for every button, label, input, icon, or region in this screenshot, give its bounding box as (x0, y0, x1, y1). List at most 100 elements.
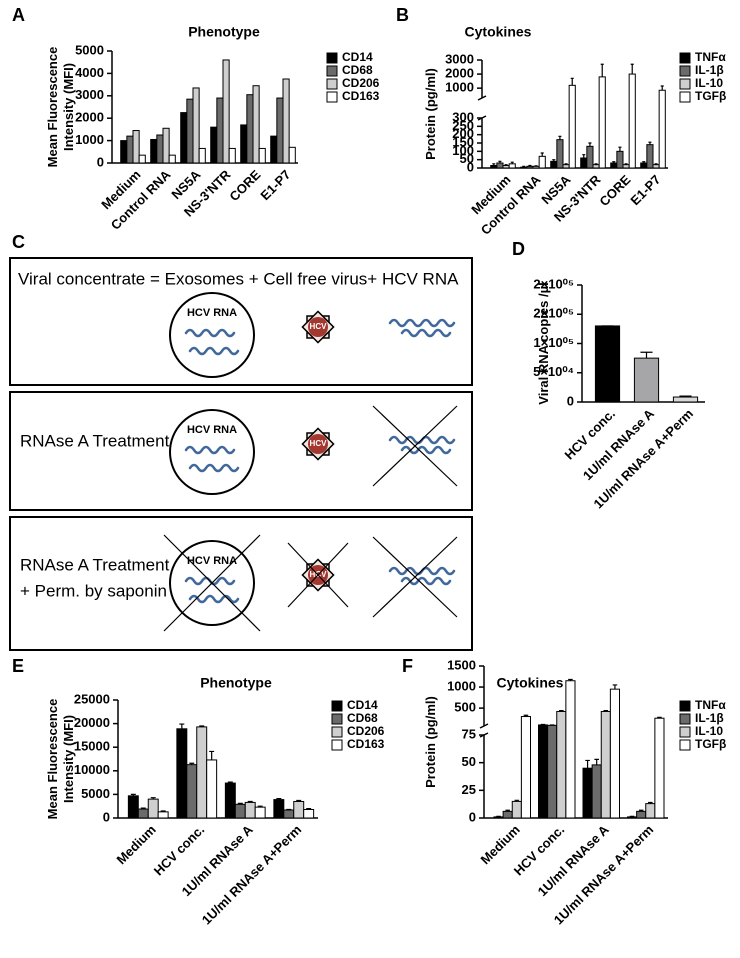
y-tick-label: 500 (454, 700, 476, 715)
y-tick-label: 150 (452, 134, 474, 149)
bar (592, 164, 600, 169)
cross-line (287, 542, 349, 608)
y-tick-label: 2000 (75, 110, 104, 125)
x-tick-label: E1-P7 (627, 172, 663, 208)
cross-line (372, 536, 458, 618)
error-bar (618, 146, 622, 152)
error-bar (564, 163, 568, 165)
error-bar (199, 725, 205, 727)
y-tick-label: 1500 (447, 657, 476, 672)
virus-label: HCV (310, 439, 328, 448)
y-tick-label: 15000 (74, 739, 110, 754)
chart-title: Phenotype (188, 24, 260, 40)
error-bar (276, 798, 282, 800)
bar (646, 144, 654, 169)
bar (610, 162, 618, 169)
bar (580, 157, 588, 169)
bar (600, 710, 611, 819)
error-bar (585, 759, 590, 769)
legend-swatch (679, 713, 691, 725)
bar (240, 124, 248, 164)
bar (652, 164, 660, 169)
y-tick-label: 50 (460, 151, 474, 166)
y-axis-label-line: Protein (pg/ml) (423, 696, 438, 788)
bar (582, 767, 593, 819)
bar (520, 166, 528, 169)
y-tick-label: 2000 (445, 66, 474, 81)
y-tick-label: 3000 (445, 51, 474, 66)
error-bar (603, 710, 609, 712)
error-bar (570, 77, 574, 86)
error-bar (660, 85, 664, 91)
legend-swatch (326, 52, 338, 64)
bar (493, 816, 504, 819)
bar (137, 808, 149, 819)
error-bar (296, 799, 302, 802)
error-bar (227, 781, 233, 784)
bar (622, 164, 630, 169)
bar (293, 800, 305, 819)
error-bar (612, 684, 618, 690)
error-bar (638, 809, 644, 812)
bar (556, 710, 567, 819)
error-bar (679, 395, 692, 398)
y-tick-label: 5000 (81, 786, 110, 801)
exosome-label: HCV RNA (187, 555, 237, 567)
y-axis-label-line: Mean Fluorescence (45, 47, 60, 168)
error-bar (504, 164, 508, 166)
error-bar (492, 163, 496, 166)
legend-swatch (331, 700, 343, 712)
free-rna (388, 318, 456, 328)
bar (273, 799, 285, 819)
legend-label: IL-1β (695, 63, 724, 77)
error-bar (588, 142, 592, 147)
legend-swatch (326, 78, 338, 90)
error-bar (306, 807, 312, 810)
bar (645, 803, 656, 819)
legend-label: CD14 (342, 50, 373, 64)
y-tick-label: 25000 (74, 691, 110, 706)
chart-title: Cytokines (465, 24, 532, 40)
bar (591, 764, 602, 819)
y-tick-label: 3000 (75, 87, 104, 102)
bar (276, 97, 284, 164)
bar (496, 162, 504, 169)
bar (565, 680, 576, 819)
y-axis-label: Mean FluorescenceIntensity (MFI) (45, 699, 76, 820)
y-tick-label: 0 (467, 159, 474, 174)
bar (176, 728, 188, 819)
error-bar (594, 758, 599, 765)
bar (126, 135, 134, 164)
x-tick-label: E1-P7 (257, 167, 293, 203)
bar (157, 811, 169, 819)
error-bar (642, 161, 646, 163)
error-bar (640, 351, 653, 359)
x-tick-label: 1U/ml RNAse A+Perm (199, 822, 305, 928)
y-tick-label: 75 (462, 726, 476, 741)
bar (120, 140, 128, 164)
x-tick-label: Medium (113, 822, 158, 867)
legend-label: IL-10 (695, 76, 723, 90)
axis-break (479, 723, 489, 729)
legend-swatch (679, 52, 691, 64)
bar (224, 782, 236, 819)
y-tick-label: 20000 (74, 715, 110, 730)
bar (627, 816, 638, 819)
error-bar (140, 807, 146, 810)
y-axis-label: Mean FluorescenceIntensity (MFI) (45, 47, 76, 168)
box-title: RNAse A Treatment (20, 431, 170, 450)
legend-label: TNFα (695, 50, 726, 64)
bar (511, 800, 522, 819)
y-tick-label: 1000 (445, 80, 474, 95)
legend-swatch (679, 91, 691, 103)
cross-line (163, 534, 261, 632)
error-bar (648, 141, 652, 145)
y-tick-label: 5×10⁰⁴ (533, 364, 574, 379)
bar (186, 764, 198, 819)
error-bar (612, 161, 616, 163)
legend-swatch (326, 91, 338, 103)
bar (568, 84, 576, 169)
panel-letter: C (12, 232, 25, 252)
bar (636, 810, 647, 819)
